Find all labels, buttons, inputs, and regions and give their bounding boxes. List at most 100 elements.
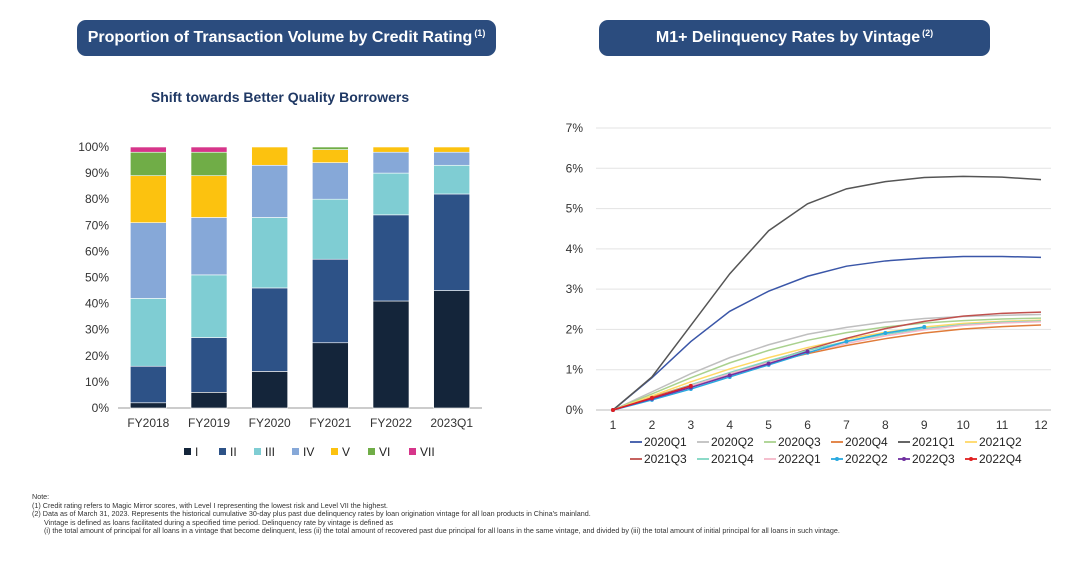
- legend-label-2021q2: 2021Q2: [979, 435, 1022, 449]
- bar-2023q1-i: [433, 290, 470, 409]
- legend-label-2022q3: 2022Q3: [912, 452, 955, 466]
- note-2-formula: (i) the total amount of principal for al…: [44, 526, 840, 536]
- legend-marker-2022q2: [835, 457, 839, 461]
- legend-label-2022q2: 2022Q2: [845, 452, 888, 466]
- legend-swatch-i: [184, 448, 191, 455]
- legend-swatch-v: [331, 448, 338, 455]
- legend-label-vii: VII: [420, 445, 435, 459]
- point-2022q3: [727, 373, 732, 378]
- y-tick-label: 1%: [566, 363, 584, 377]
- x-tick-label: 9: [921, 418, 928, 432]
- x-tick-label: 10: [957, 418, 971, 432]
- right-chart-title: M1+ Delinquency Rates by Vintage (2): [599, 20, 990, 56]
- point-2022q4: [649, 395, 654, 400]
- legend-label-iv: IV: [303, 445, 314, 459]
- stacked-bar-chart: 0% 10% 20% 30% 40% 50% 60% 70% 80% 90% 100% FY2018 F…: [78, 140, 482, 459]
- y-tick-label: 100%: [78, 140, 109, 154]
- x-tick-label: 3: [687, 418, 694, 432]
- legend-label-iii: III: [265, 445, 275, 459]
- bar-fy2019-ii: [190, 337, 228, 393]
- legend-swatch-ii: [219, 448, 226, 455]
- x-tick-label: 2023Q1: [430, 416, 473, 430]
- point-2022q2: [922, 325, 927, 330]
- y-tick-label: 30%: [85, 323, 109, 337]
- legend-label-2021q4: 2021Q4: [711, 452, 754, 466]
- legend-label-2022q4: 2022Q4: [979, 452, 1022, 466]
- right-chart-title-text: M1+ Delinquency Rates by Vintage: [655, 29, 921, 46]
- y-tick-label: 60%: [85, 244, 109, 258]
- legend-label-i: I: [195, 445, 198, 459]
- bar-fy2020-iv: [251, 164, 288, 218]
- note-1: (1) Credit rating refers to Magic Mirror…: [32, 500, 388, 510]
- bar-fy2021-iii: [312, 198, 349, 260]
- line-2021q2: [612, 319, 1042, 411]
- legend-label-2020q1: 2020Q1: [644, 435, 687, 449]
- legend-swatch-vii: [409, 448, 416, 455]
- legend-label-2020q2: 2020Q2: [711, 435, 754, 449]
- legend-marker-2022q3: [902, 457, 906, 461]
- y-tick-label: 70%: [85, 218, 109, 232]
- x-tick-label: FY2019: [188, 416, 230, 430]
- legend-label-2022q1: 2022Q1: [778, 452, 821, 466]
- x-tick-label: FY2022: [370, 416, 412, 430]
- point-2022q2: [844, 339, 849, 344]
- bar-fy2018-iv: [130, 222, 167, 299]
- right-chart-title-footnote: (2): [922, 28, 934, 38]
- y-tick-label: 0%: [92, 401, 110, 415]
- y-tick-label: 3%: [566, 282, 584, 296]
- x-tick-label: FY2018: [127, 416, 169, 430]
- y-tick-label: 40%: [85, 297, 109, 311]
- point-2022q3: [805, 349, 810, 354]
- point-2022q3: [766, 361, 771, 366]
- note-2: (2) Data as of March 31, 2023. Represent…: [32, 509, 591, 519]
- line-2020q3: [612, 317, 1042, 411]
- bar-2023q1-iii: [433, 164, 470, 195]
- x-tick-label: 12: [1034, 418, 1048, 432]
- bar-fy2021-ii: [312, 258, 349, 344]
- y-tick-label: 20%: [85, 349, 109, 363]
- point-2022q2: [883, 331, 888, 336]
- y-tick-label: 7%: [566, 121, 584, 135]
- notes-heading: Note:: [32, 492, 50, 501]
- x-tick-label: 6: [804, 418, 811, 432]
- y-tick-label: 6%: [566, 161, 584, 175]
- bar-2023q1-ii: [433, 193, 470, 291]
- bar-fy2022-v: [372, 146, 410, 153]
- bar-fy2019-iv: [190, 217, 228, 276]
- bar-chart-subtitle: Shift towards Better Quality Borrowers: [150, 89, 410, 105]
- x-tick-label: FY2021: [309, 416, 351, 430]
- bar-fy2018-vii: [130, 146, 167, 153]
- legend-marker-2022q4: [969, 457, 973, 461]
- point-2022q4: [688, 383, 693, 388]
- legend-label-2021q1: 2021Q1: [912, 435, 955, 449]
- bar-fy2019-iii: [190, 274, 228, 338]
- bar-fy2022-iii: [372, 172, 410, 216]
- line-2021q1: [612, 175, 1042, 411]
- line-2021q3: [612, 311, 1042, 411]
- x-tick-label: 5: [765, 418, 772, 432]
- y-tick-label: 2%: [566, 322, 584, 336]
- line-2020q1: [612, 255, 1042, 411]
- legend-label-v: V: [342, 445, 350, 459]
- point-2022q4: [611, 408, 615, 412]
- legend-swatch-iii: [254, 448, 261, 455]
- bar-2023q1-v: [433, 146, 470, 153]
- bar-fy2020-ii: [251, 287, 288, 372]
- x-tick-label: 4: [726, 418, 733, 432]
- bar-fy2021-iv: [312, 162, 349, 200]
- legend-label-2021q3: 2021Q3: [644, 452, 687, 466]
- x-tick-label: 1: [610, 418, 617, 432]
- bar-fy2020-iii: [251, 217, 288, 289]
- x-tick-label: 2: [649, 418, 656, 432]
- x-tick-label: 7: [843, 418, 850, 432]
- legend-label-2020q3: 2020Q3: [778, 435, 821, 449]
- note-2-vintage-definition: Vintage is defined as loans facilitated …: [44, 517, 394, 527]
- left-chart-title-text: Proportion of Transaction Volume by Cred…: [87, 29, 473, 46]
- legend-label-2020q4: 2020Q4: [845, 435, 888, 449]
- y-tick-label: 80%: [85, 192, 109, 206]
- bar-fy2019-vii: [190, 146, 228, 153]
- legend-label-ii: II: [230, 445, 237, 459]
- y-tick-label: 0%: [566, 403, 584, 417]
- legend-label-vi: VI: [379, 445, 390, 459]
